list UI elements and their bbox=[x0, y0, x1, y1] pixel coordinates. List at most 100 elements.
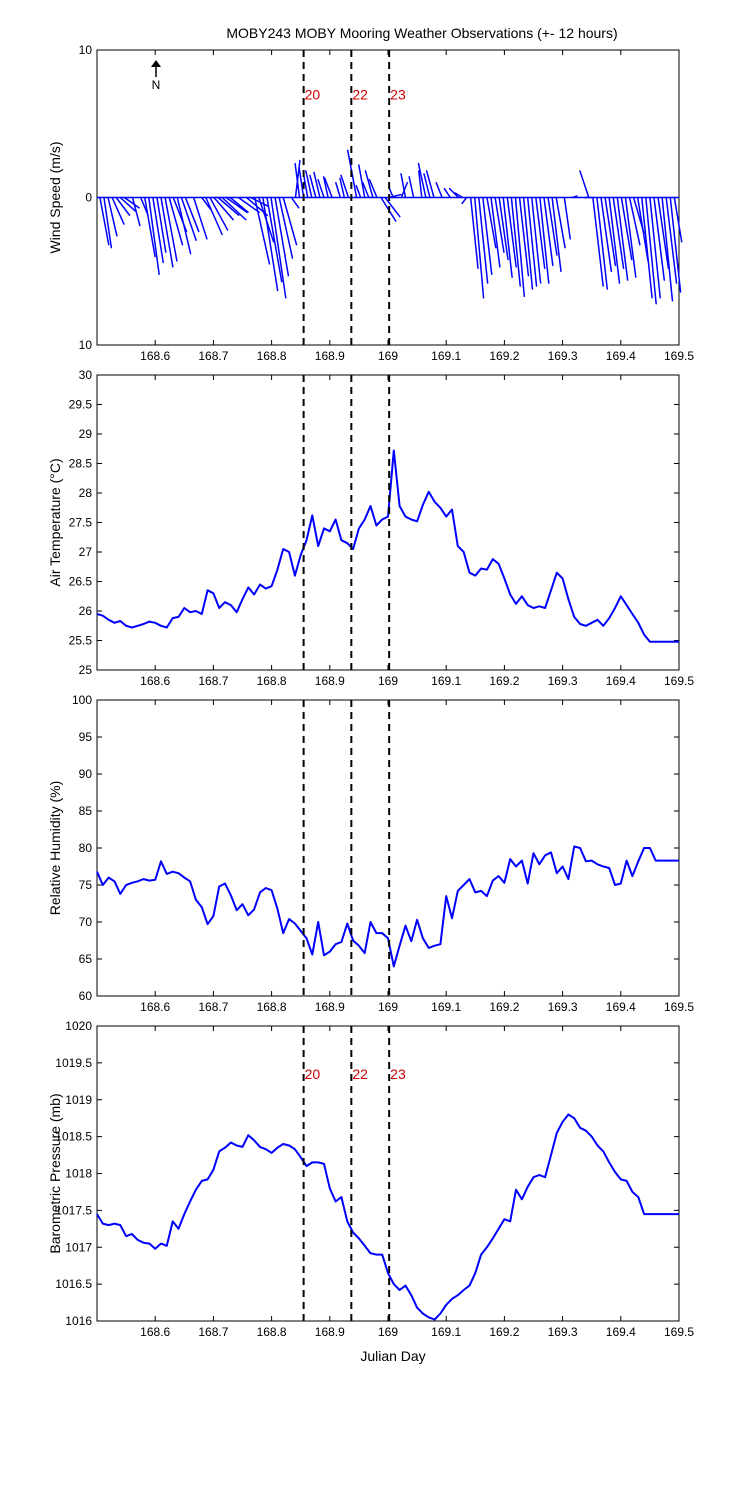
wind-vector bbox=[506, 196, 517, 268]
wind-vector bbox=[526, 196, 538, 287]
north-arrow-icon bbox=[151, 60, 161, 77]
wind-vector bbox=[217, 196, 240, 216]
y-axis-label: Wind Speed (m/s) bbox=[47, 141, 63, 253]
y-tick-label: 90 bbox=[79, 767, 93, 781]
wind-vector bbox=[494, 196, 505, 253]
wind-vector bbox=[608, 196, 621, 284]
x-tick-label: 168.8 bbox=[257, 1000, 287, 1014]
y-tick-label: 28.5 bbox=[69, 457, 93, 471]
wind-vector bbox=[448, 187, 460, 199]
x-tick-label: 168.8 bbox=[257, 349, 287, 363]
y-tick-label: 1020 bbox=[65, 1019, 92, 1033]
wind-vector bbox=[143, 196, 156, 258]
x-tick-label: 169.4 bbox=[606, 674, 636, 688]
wind-vector bbox=[180, 196, 197, 242]
y-tick-label: 10 bbox=[79, 338, 93, 352]
y-axis-label: Barometric Pressure (mb) bbox=[47, 1093, 63, 1253]
wind-vector bbox=[317, 179, 325, 199]
y-tick-label: 27 bbox=[79, 545, 93, 559]
wind-vector bbox=[298, 167, 305, 199]
x-tick-label: 169.2 bbox=[489, 1000, 519, 1014]
x-tick-label: 169 bbox=[378, 1000, 398, 1014]
chart-panels: 168.6 168.7 168.8 168.9 169 169.1 169.2 169.3 16… bbox=[47, 43, 694, 1339]
wind-vector bbox=[454, 192, 464, 199]
wind-vector bbox=[400, 173, 407, 199]
wind-vector bbox=[612, 196, 625, 270]
wind-vector bbox=[201, 196, 212, 211]
event-marker-label: 22 bbox=[352, 1066, 368, 1082]
x-tick-label: 169.4 bbox=[606, 1325, 636, 1339]
wind-vector bbox=[435, 182, 443, 199]
wind-vector bbox=[309, 174, 317, 199]
x-tick-label: 169.1 bbox=[431, 1000, 461, 1014]
wind-vector bbox=[340, 174, 350, 199]
x-tick-label: 168.9 bbox=[315, 1325, 345, 1339]
wind-vector bbox=[339, 177, 346, 199]
x-tick-label: 169 bbox=[378, 674, 398, 688]
x-tick-label: 168.7 bbox=[198, 674, 228, 688]
wind-vector bbox=[364, 170, 374, 199]
wind-vector bbox=[461, 196, 468, 205]
wind-vector bbox=[278, 196, 294, 259]
series-line bbox=[96, 449, 679, 643]
wind-vector bbox=[673, 196, 683, 243]
wind-vector bbox=[388, 193, 402, 199]
wind-vector bbox=[237, 196, 260, 213]
x-tick-label: 168.8 bbox=[257, 674, 287, 688]
wind-vector bbox=[596, 196, 609, 290]
y-tick-label: 1018.5 bbox=[55, 1130, 92, 1144]
wind-vector bbox=[547, 196, 558, 256]
x-tick-label: 168.7 bbox=[198, 349, 228, 363]
y-tick-label: 26 bbox=[79, 604, 93, 618]
x-tick-label: 169.3 bbox=[548, 1325, 578, 1339]
wind-vector bbox=[645, 196, 657, 305]
wind-vector bbox=[355, 184, 362, 199]
wind-vector bbox=[543, 196, 554, 267]
plot-frame bbox=[96, 699, 680, 997]
wind-vector bbox=[661, 196, 674, 302]
x-tick-label: 169.2 bbox=[489, 1325, 519, 1339]
wind-vector bbox=[555, 196, 566, 249]
wind-vector bbox=[148, 196, 160, 275]
wind-vector bbox=[443, 187, 452, 199]
wind-vector bbox=[669, 196, 682, 293]
figure-title: MOBY243 MOBY Mooring Weather Observation… bbox=[226, 25, 617, 41]
wind-vector bbox=[160, 196, 174, 268]
y-tick-label: 70 bbox=[79, 915, 93, 929]
wind-vector bbox=[358, 164, 366, 199]
wind-vector bbox=[518, 196, 530, 277]
x-tick-label: 169.2 bbox=[489, 674, 519, 688]
x-tick-label: 169.3 bbox=[548, 1000, 578, 1014]
wind-vector bbox=[362, 182, 370, 199]
wind-vector bbox=[164, 196, 178, 262]
wind-vector bbox=[425, 170, 435, 199]
wind-vector bbox=[563, 196, 571, 240]
wind-vector bbox=[469, 196, 479, 270]
wind-vector bbox=[266, 196, 283, 283]
x-tick-label: 168.6 bbox=[140, 1325, 170, 1339]
x-tick-label: 168.9 bbox=[315, 349, 345, 363]
wind-vector bbox=[99, 196, 110, 246]
event-marker-label: 20 bbox=[305, 86, 321, 102]
wind-vector bbox=[423, 173, 431, 199]
y-tick-label: 28 bbox=[79, 486, 93, 500]
event-marker-label: 23 bbox=[390, 86, 406, 102]
wind-vector bbox=[131, 196, 141, 227]
wind-vector bbox=[225, 196, 248, 213]
wind-vector bbox=[551, 196, 562, 272]
wind-vector bbox=[417, 162, 427, 199]
wind-vector bbox=[498, 196, 509, 261]
wind-vector bbox=[571, 195, 578, 199]
wind-vector bbox=[107, 196, 118, 237]
wind-vector bbox=[119, 196, 136, 212]
wind-speed-chart: 168.6 168.7 168.8 168.9 169 169.1 169.2 169.3 16… bbox=[47, 43, 694, 363]
x-axis-label: Julian Day bbox=[360, 1348, 425, 1364]
y-tick-label: 1016.5 bbox=[55, 1277, 92, 1291]
wind-vector bbox=[620, 196, 633, 261]
y-axis-label: Air Temperature (°C) bbox=[47, 458, 63, 586]
wind-vector bbox=[209, 196, 229, 231]
x-tick-label: 168.6 bbox=[140, 349, 170, 363]
y-tick-label: 85 bbox=[79, 804, 93, 818]
wind-vector bbox=[482, 196, 493, 275]
wind-vector bbox=[205, 196, 223, 236]
